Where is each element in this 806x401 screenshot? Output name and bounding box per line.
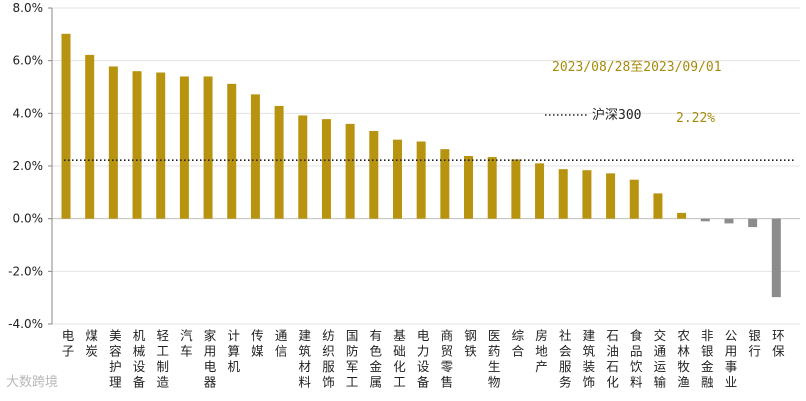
bar — [464, 155, 474, 219]
x-tick-label: 纺织服饰 — [322, 328, 335, 390]
y-tick-label: -2.0% — [8, 264, 43, 278]
x-tick-label: 美容护理 — [109, 328, 122, 390]
bar — [440, 149, 450, 219]
x-tick-label: 钢铁 — [464, 328, 477, 359]
x-tick-label: 汽车 — [180, 328, 193, 359]
gridlines — [52, 7, 800, 325]
bar — [227, 83, 237, 219]
x-tick-label: 建筑装饰 — [583, 328, 596, 390]
x-axis-labels: 电子煤炭美容护理机械设备轻工制造汽车家用电器计算机传媒通信建筑材料纺织服饰国防军… — [62, 328, 785, 390]
x-tick-label: 家用电器 — [204, 328, 217, 390]
x-tick-label: 环保 — [772, 328, 785, 359]
x-tick-label: 电力设备 — [417, 328, 430, 390]
x-tick-label: 交通运输 — [654, 328, 667, 390]
x-tick-label: 综合 — [512, 328, 525, 359]
x-tick-label: 传媒 — [251, 328, 264, 359]
bar — [156, 72, 166, 219]
x-tick-label: 煤炭 — [85, 328, 98, 359]
x-tick-label: 房地产 — [535, 328, 548, 374]
bar — [274, 105, 284, 219]
legend-reference-name: 沪深300 — [592, 107, 641, 123]
bar — [85, 54, 95, 219]
y-tick-label: 6.0% — [13, 54, 44, 68]
x-tick-label: 农林牧渔 — [677, 328, 690, 390]
bar — [298, 115, 308, 219]
bar — [535, 163, 545, 219]
period-label: 2023/08/28至2023/09/01 — [552, 60, 722, 75]
x-tick-label: 轻工制造 — [156, 328, 169, 390]
bar — [179, 76, 189, 219]
x-tick-label: 社会服务 — [559, 328, 572, 390]
bar — [416, 141, 426, 219]
bar — [321, 119, 331, 219]
bar — [606, 173, 616, 219]
x-tick-label: 电子 — [62, 328, 75, 359]
legend-reference-value: 2.22% — [676, 111, 715, 126]
x-tick-label: 公用事业 — [725, 328, 738, 390]
x-tick-label: 机械设备 — [133, 328, 146, 390]
bar — [677, 212, 687, 219]
y-axis-ticks: 8.0% 6.0% 4.0% 2.0% 0.0% -2.0% -4.0% — [8, 1, 52, 331]
bar — [369, 130, 379, 219]
bar — [511, 159, 521, 219]
x-tick-label: 商贸零售 — [441, 328, 454, 390]
y-tick-label: -4.0% — [8, 317, 43, 331]
y-tick-label: 4.0% — [13, 106, 44, 120]
x-tick-label: 非银金融 — [701, 328, 714, 390]
bars — [61, 33, 781, 298]
bar — [250, 94, 260, 219]
bar — [61, 33, 71, 219]
x-tick-label: 银行 — [748, 328, 761, 359]
x-tick-label: 建筑材料 — [299, 328, 312, 390]
bar — [771, 218, 781, 298]
bar — [582, 170, 592, 219]
x-tick-label: 石油石化 — [606, 328, 619, 390]
bar — [558, 169, 568, 219]
x-tick-label: 医药生物 — [488, 328, 501, 390]
bar — [700, 218, 710, 222]
x-tick-label: 基础化工 — [393, 328, 406, 390]
bar — [392, 139, 402, 219]
bar — [748, 218, 758, 228]
bar — [345, 123, 355, 219]
y-tick-label: 0.0% — [13, 212, 44, 226]
watermark: 大数跨境 — [6, 375, 59, 390]
bar — [487, 157, 497, 219]
x-tick-label: 计算机 — [227, 328, 240, 374]
bar — [724, 218, 734, 224]
x-tick-label: 国防军工 — [346, 328, 359, 390]
x-tick-label: 通信 — [275, 328, 288, 359]
bar — [132, 71, 142, 219]
y-tick-label: 2.0% — [13, 159, 44, 173]
bar — [203, 76, 213, 219]
bar — [629, 179, 639, 219]
y-tick-label: 8.0% — [13, 1, 44, 15]
bar — [108, 66, 118, 219]
x-tick-label: 有色金属 — [370, 328, 383, 390]
bar — [653, 193, 663, 219]
x-tick-label: 食品饮料 — [630, 328, 643, 390]
